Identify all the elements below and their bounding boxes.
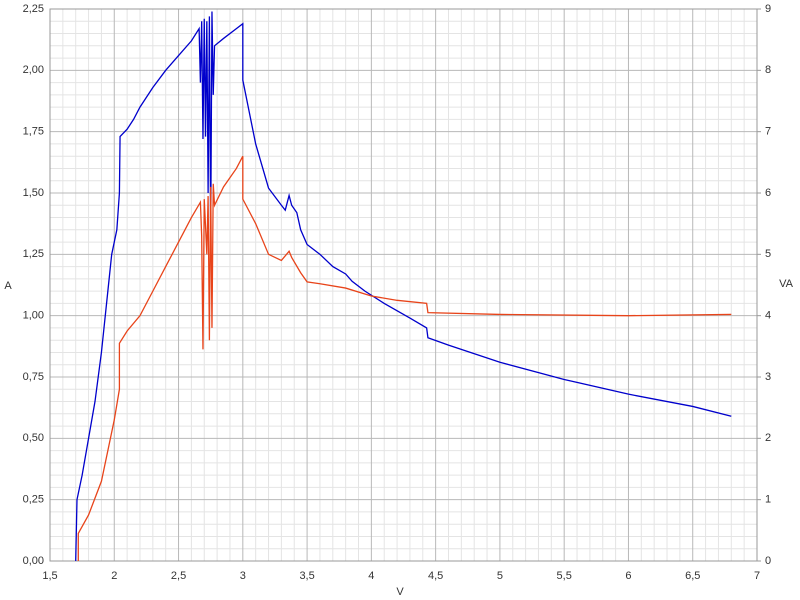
y2-tick-label: 5 <box>765 248 771 260</box>
y2-tick-label: 7 <box>765 126 771 138</box>
y2-tick-label: 3 <box>765 371 771 383</box>
x-tick-label: 1,5 <box>42 570 57 582</box>
x-tick-label: 3,5 <box>299 570 314 582</box>
y-tick-label: 0,75 <box>23 371 44 383</box>
x-tick-label: 2 <box>111 570 117 582</box>
y2-tick-label: 9 <box>765 3 771 15</box>
x-tick-label: 2,5 <box>171 570 186 582</box>
x-axis-label: V <box>396 586 404 598</box>
y2-tick-label: 1 <box>765 494 771 506</box>
x-tick-label: 5 <box>497 570 503 582</box>
y2-tick-label: 2 <box>765 432 771 444</box>
x-tick-label: 3 <box>240 570 246 582</box>
y-axis-label: A <box>4 280 12 292</box>
x-tick-label: 7 <box>754 570 760 582</box>
y-tick-label: 1,00 <box>23 310 44 322</box>
y-tick-label: 0,00 <box>23 555 44 567</box>
y-tick-label: 2,25 <box>23 3 44 15</box>
y-tick-label: 0,25 <box>23 494 44 506</box>
x-tick-label: 4,5 <box>428 570 443 582</box>
series-line <box>75 11 732 562</box>
series-line <box>77 155 732 561</box>
y2-tick-label: 6 <box>765 187 771 199</box>
plot-frame <box>49 8 758 562</box>
y2-tick-label: 8 <box>765 64 771 76</box>
x-tick-label: 6 <box>625 570 631 582</box>
y-tick-label: 1,50 <box>23 187 44 199</box>
y-tick-label: 1,75 <box>23 126 44 138</box>
y-tick-label: 2,00 <box>23 64 44 76</box>
y2-tick-label: 4 <box>765 310 771 322</box>
y2-tick-label: 0 <box>765 555 771 567</box>
y2-axis-label: VA <box>779 278 794 290</box>
x-tick-label: 4 <box>368 570 374 582</box>
x-tick-label: 6,5 <box>685 570 700 582</box>
y-tick-label: 1,25 <box>23 248 44 260</box>
x-tick-label: 5,5 <box>557 570 572 582</box>
y-tick-label: 0,50 <box>23 432 44 444</box>
